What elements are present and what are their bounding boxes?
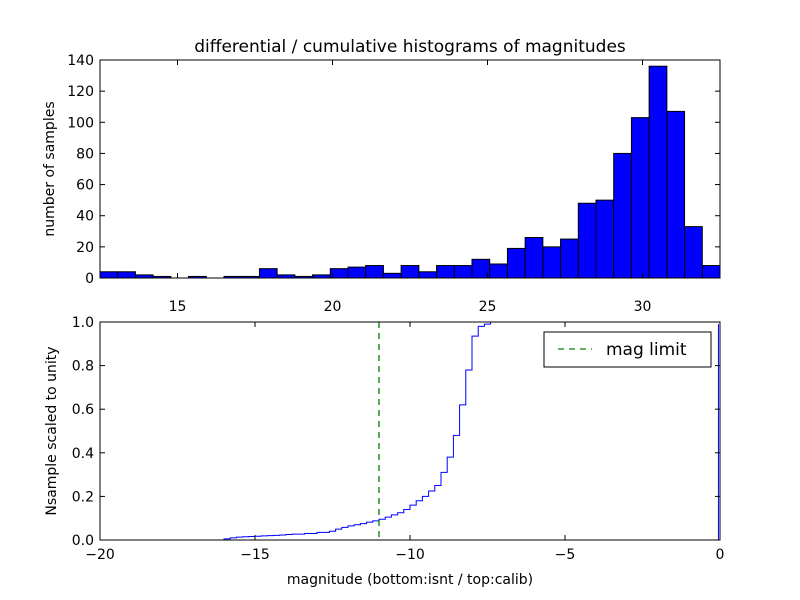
histogram-bar [489, 263, 508, 279]
histogram-bar [613, 152, 632, 279]
top-axes-frame [99, 59, 721, 279]
bottom-xtick-label: 0 [716, 547, 725, 563]
histogram-bar [684, 226, 703, 279]
histogram-bar [524, 237, 544, 279]
top-xtick-label: 20 [324, 299, 342, 315]
histogram-bar [99, 271, 119, 279]
histogram-bar [382, 272, 402, 279]
top-xtick-label: 25 [479, 299, 497, 315]
top-ytick-label: 80 [76, 146, 94, 162]
histogram-bar [542, 246, 562, 279]
histogram-bar [666, 110, 686, 279]
legend: mag limit [543, 331, 712, 368]
histogram-bar [506, 247, 526, 279]
cumulative-step-line [100, 321, 497, 541]
histogram-bar [347, 266, 367, 279]
histogram-bar [630, 117, 650, 279]
histogram-bar [701, 265, 721, 279]
bottom-ytick-label: 0.8 [72, 359, 94, 375]
top-ytick-label: 100 [67, 115, 94, 131]
top-ytick-label: 120 [67, 84, 94, 100]
top-xtick-label: 30 [634, 299, 652, 315]
bottom-xtick-label: −20 [85, 547, 115, 563]
histogram-bar [258, 268, 278, 279]
top-ytick-label: 20 [76, 240, 94, 256]
histogram-bar [453, 265, 473, 279]
top-bars-group [99, 65, 721, 279]
histogram-bar [400, 265, 420, 279]
top-ytick-label: 60 [76, 178, 94, 194]
legend-label-mag-limit: mag limit [606, 340, 687, 360]
histogram-bar [418, 271, 438, 279]
top-ticks-group: 15 20 25 30 0 20 40 60 80 100 120 140 [67, 53, 720, 315]
histogram-bar [560, 238, 579, 279]
histogram-bar [648, 65, 668, 279]
bottom-ticks-group: −20 −15 −10 −5 0 0.0 0.2 0.4 0.6 0.8 1.0 [72, 315, 725, 563]
histogram-bar [117, 271, 136, 279]
histogram-bar [577, 202, 597, 279]
chart-title: differential / cumulative histograms of … [194, 37, 626, 57]
bottom-ytick-label: 0.2 [72, 489, 94, 505]
top-ytick-label: 40 [76, 209, 94, 225]
bottom-xtick-label: −10 [395, 547, 425, 563]
top-ylabel: number of samples [42, 101, 58, 236]
bottom-ytick-label: 1.0 [72, 315, 94, 331]
histogram-bar [595, 199, 615, 279]
top-ytick-label: 140 [67, 53, 94, 69]
bottom-ytick-label: 0.0 [72, 533, 94, 549]
bottom-xtick-label: −15 [240, 547, 270, 563]
top-xtick-label: 15 [169, 299, 187, 315]
bottom-lines-group [100, 321, 719, 541]
histogram-bar [436, 265, 455, 279]
top-ytick-label: 0 [85, 271, 94, 287]
bottom-xtick-label: −5 [555, 547, 576, 563]
bottom-ylabel: Nsample scaled to unity [44, 346, 60, 515]
bottom-ytick-label: 0.4 [72, 446, 94, 462]
histogram-bar [365, 265, 384, 279]
bottom-ytick-label: 0.6 [72, 402, 94, 418]
bottom-xlabel: magnitude (bottom:isnt / top:calib) [287, 572, 533, 588]
